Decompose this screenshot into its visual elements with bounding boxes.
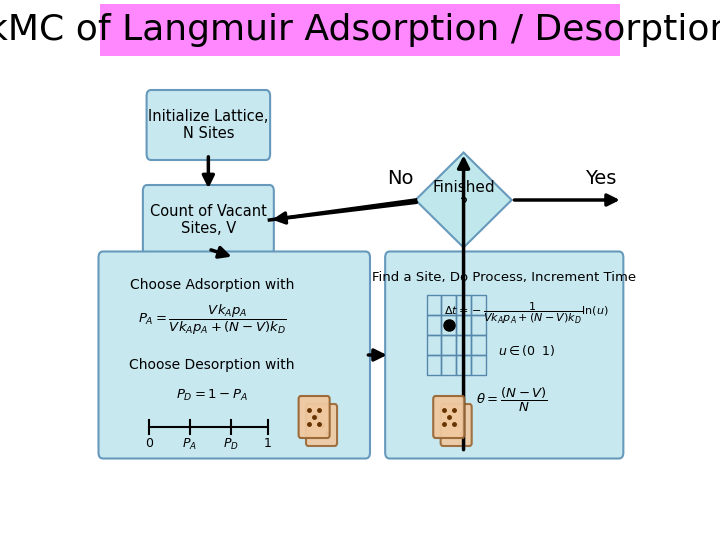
Bar xyxy=(426,355,441,375)
Bar xyxy=(471,295,486,315)
Bar xyxy=(471,355,486,375)
FancyBboxPatch shape xyxy=(299,396,330,438)
Bar xyxy=(456,335,471,355)
Text: No: No xyxy=(387,168,414,187)
Bar xyxy=(456,355,471,375)
Text: $P_D = 1 - P_A$: $P_D = 1 - P_A$ xyxy=(176,388,248,402)
Bar xyxy=(441,335,456,355)
FancyBboxPatch shape xyxy=(147,90,270,160)
Bar xyxy=(426,335,441,355)
Text: Find a Site, Do Process, Increment Time: Find a Site, Do Process, Increment Time xyxy=(372,271,636,284)
Text: Finished
?: Finished ? xyxy=(432,180,495,212)
Text: $u \in (0\;\; 1)$: $u \in (0\;\; 1)$ xyxy=(498,342,555,357)
FancyBboxPatch shape xyxy=(99,252,370,458)
FancyBboxPatch shape xyxy=(306,404,337,446)
Polygon shape xyxy=(415,152,512,247)
Bar xyxy=(456,315,471,335)
Bar xyxy=(471,335,486,355)
Bar xyxy=(426,315,441,335)
Bar xyxy=(471,315,486,335)
Bar xyxy=(441,315,456,335)
Text: $P_D$: $P_D$ xyxy=(222,437,238,452)
Text: kMC of Langmuir Adsorption / Desorption: kMC of Langmuir Adsorption / Desorption xyxy=(0,13,720,47)
Bar xyxy=(426,295,441,315)
Text: Choose Desorption with: Choose Desorption with xyxy=(130,358,294,372)
Bar xyxy=(441,355,456,375)
Text: 1: 1 xyxy=(264,437,271,450)
Text: $P_A$: $P_A$ xyxy=(182,437,197,452)
Text: $P_A = \dfrac{Vk_A p_A}{Vk_A p_A + (N-V)k_D}$: $P_A = \dfrac{Vk_A p_A}{Vk_A p_A + (N-V)… xyxy=(138,303,287,337)
Text: $\Delta t = -\dfrac{1}{Vk_A p_A + (N-V)k_D}\ln(u)$: $\Delta t = -\dfrac{1}{Vk_A p_A + (N-V)k… xyxy=(444,300,609,326)
Text: Initialize Lattice,
N Sites: Initialize Lattice, N Sites xyxy=(148,109,269,141)
FancyBboxPatch shape xyxy=(99,4,621,56)
Text: 0: 0 xyxy=(145,437,153,450)
Text: Count of Vacant
Sites, V: Count of Vacant Sites, V xyxy=(150,204,267,236)
FancyBboxPatch shape xyxy=(433,396,464,438)
Text: $\theta = \dfrac{(N-V)}{N}$: $\theta = \dfrac{(N-V)}{N}$ xyxy=(476,386,548,414)
FancyBboxPatch shape xyxy=(143,185,274,255)
Bar xyxy=(441,295,456,315)
FancyBboxPatch shape xyxy=(441,404,472,446)
FancyBboxPatch shape xyxy=(385,252,624,458)
Text: Yes: Yes xyxy=(585,168,616,187)
Text: Choose Adsorption with: Choose Adsorption with xyxy=(130,278,294,292)
Bar xyxy=(456,295,471,315)
